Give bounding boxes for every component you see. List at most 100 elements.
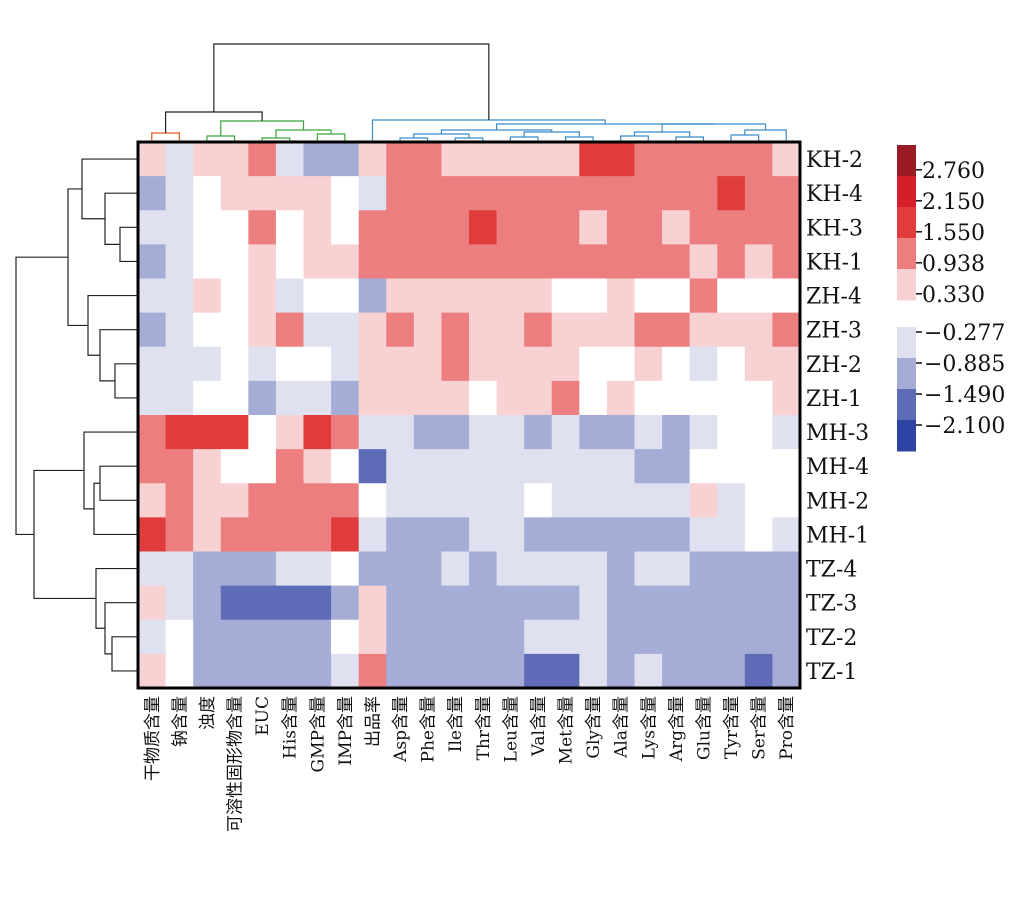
dendrogram-branch [15,256,68,536]
heatmap-cell [606,585,635,621]
column-label: Met含量 [557,696,577,764]
heatmap-cell [193,312,222,348]
heatmap-cell [551,551,580,587]
column-label: Gly含量 [584,696,604,759]
heatmap-cell [193,210,222,245]
heatmap-cell [606,346,635,382]
column-label: Thr含量 [474,696,494,760]
heatmap-cell [551,483,580,518]
heatmap-cell [469,142,497,177]
heatmap-cell [717,551,746,587]
heatmap-cell [744,415,773,450]
heatmap-cell [358,244,387,279]
heatmap-cell [606,551,635,587]
heatmap-cell [193,585,222,621]
heatmap-cell [331,449,360,484]
row-label: TZ-3 [806,592,857,617]
heatmap-cell [331,142,360,177]
dendrogram-branch [33,469,96,600]
heatmap-cell [744,551,773,587]
legend-swatch [897,145,916,177]
heatmap-cell [496,585,525,621]
heatmap-cell [358,312,387,348]
dendrogram-branch [95,567,138,629]
heatmap-cell [772,346,801,382]
heatmap-cell [772,551,801,587]
heatmap-cell [579,312,608,348]
heatmap-cell [303,483,332,518]
heatmap-cell [524,380,553,416]
heatmap-cell [744,244,773,279]
heatmap-cell [634,449,663,484]
heatmap-cell [193,244,222,279]
heatmap-cell [303,585,332,621]
heatmap-cell [744,278,773,314]
heatmap-cell [441,346,470,382]
heatmap-cell [551,619,580,655]
dendrogram-branch [371,119,606,142]
heatmap-cell [662,551,691,587]
column-label: EUC [253,696,273,736]
heatmap-cell [524,142,553,177]
heatmap-cell [579,619,608,655]
heatmap-cell [689,449,718,484]
row-label: KH-4 [806,182,863,207]
heatmap-cell [220,346,249,382]
heatmap-cell [717,380,746,416]
column-label: Leu含量 [501,696,521,762]
heatmap-cell [772,380,801,416]
heatmap-cell [413,210,442,245]
heatmap-cell [469,176,497,211]
heatmap-cell [579,176,608,211]
heatmap-cell [441,551,470,587]
heatmap-cell [248,380,277,416]
heatmap-cell [606,449,635,484]
heatmap-cell [634,278,663,314]
heatmap-cell [579,142,608,177]
heatmap-cell [524,312,553,348]
heatmap-cell [441,449,470,484]
heatmap-cell [606,278,635,314]
heatmap-cell [358,346,387,382]
column-label: 出品率 [364,696,384,747]
heatmap-cell [772,244,801,279]
heatmap-cell [331,619,360,655]
heatmap-cell [138,278,166,314]
heatmap-cell [689,210,718,245]
heatmap-cell [717,142,746,177]
heatmap-cell [717,517,746,552]
column-label: Ser含量 [750,696,770,760]
legend-swatch [897,327,916,359]
heatmap-cell [579,346,608,382]
heatmap-cell [275,312,304,348]
dendrogram-branch [99,465,138,501]
heatmap-cell [496,346,525,382]
dendrogram-branch [119,226,138,263]
heatmap-cell [634,380,663,416]
heatmap-cell [689,517,718,552]
heatmap-cell [469,415,497,450]
heatmap-cell [689,142,718,177]
heatmap-cell [303,449,332,484]
column-label: Tyr含量 [722,696,742,759]
heatmap-cell [413,619,442,655]
heatmap-cell [717,176,746,211]
legend-swatch [897,207,916,239]
heatmap-cell [386,483,415,518]
heatmap-cell [524,483,553,518]
heatmap-cell [689,176,718,211]
heatmap-cell [662,312,691,348]
heatmap-cell [386,551,415,587]
column-label: 浊度 [198,696,218,730]
legend-label: −0.277 [924,321,1005,346]
heatmap-cell [662,380,691,416]
heatmap-cell [469,278,497,314]
heatmap-cell [248,244,277,279]
heatmap-cell [303,653,332,689]
heatmap-cell [772,619,801,655]
heatmap-cell [717,346,746,382]
heatmap-cell [275,142,304,177]
heatmap-cell [496,449,525,484]
heatmap-cell [358,278,387,314]
heatmap-cell [248,483,277,518]
